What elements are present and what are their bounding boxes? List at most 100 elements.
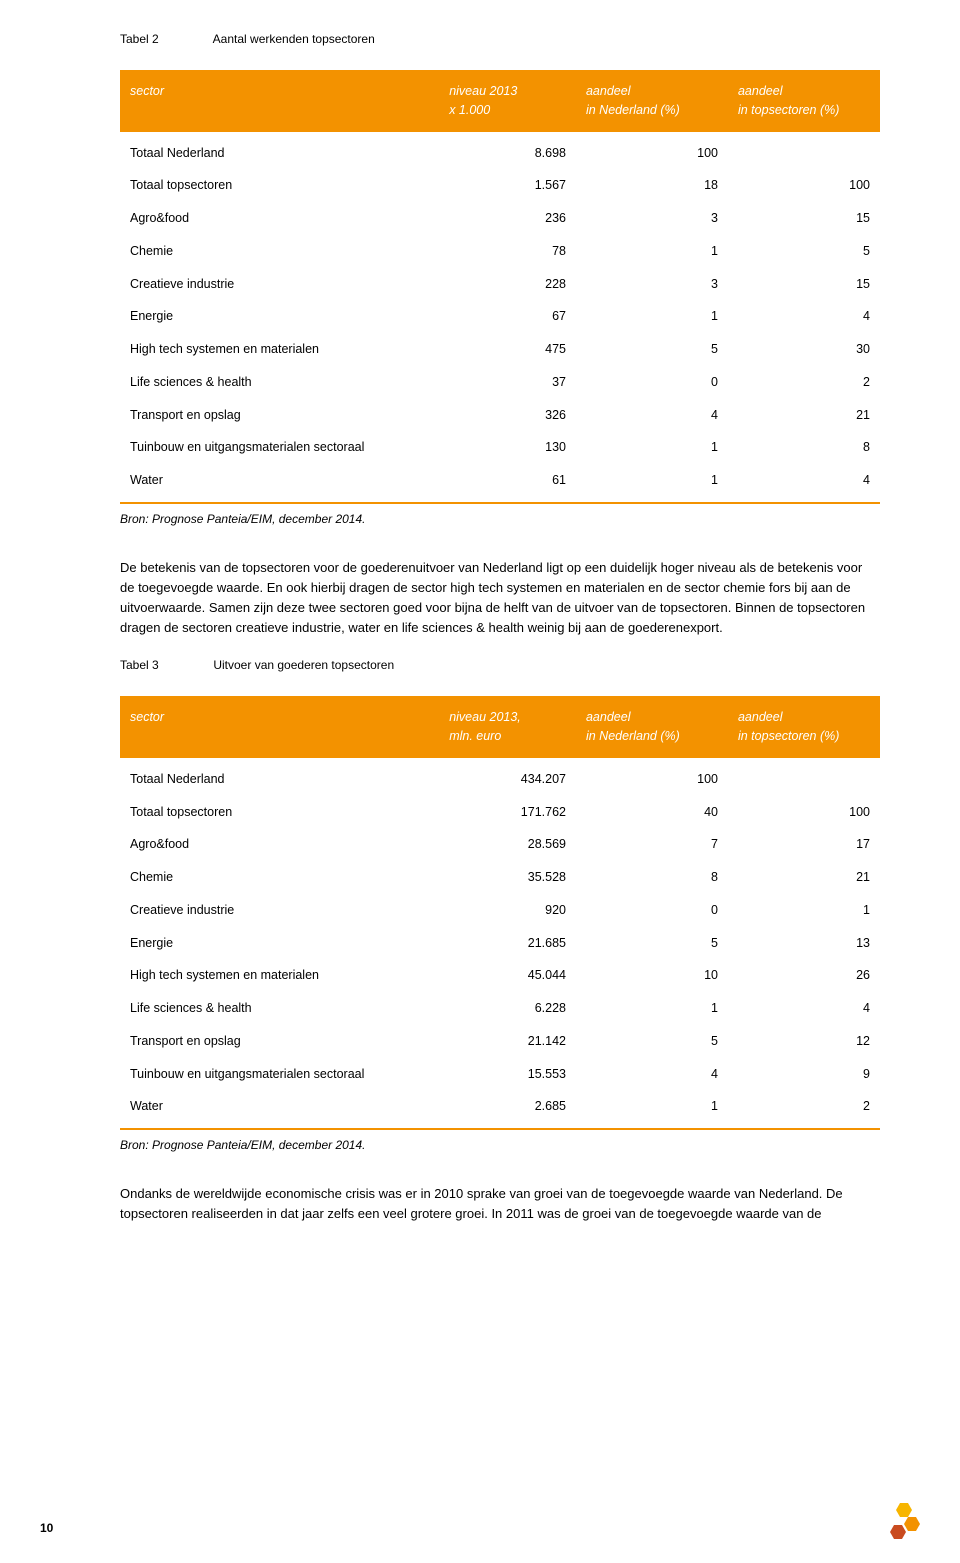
row-value: 8 [728,431,880,464]
row-value: 21 [728,399,880,432]
table3-caption-title: Uitvoer van goederen topsectoren [213,658,394,672]
row-label: Energie [120,300,439,333]
row-value: 1 [576,431,728,464]
row-label: Creatieve industrie [120,894,439,927]
row-value: 100 [576,131,728,170]
row-value: 100 [728,169,880,202]
row-value: 40 [576,796,728,829]
row-value: 1 [576,1090,728,1129]
row-value: 4 [728,300,880,333]
row-value: 1 [728,894,880,927]
table-row: Totaal topsectoren171.76240100 [120,796,880,829]
row-value: 3 [576,202,728,235]
row-label: Water [120,464,439,503]
body-paragraph-1: De betekenis van de topsectoren voor de … [120,558,880,639]
row-value: 5 [576,927,728,960]
row-label: Transport en opslag [120,1025,439,1058]
row-label: Totaal Nederland [120,757,439,796]
row-value: 475 [439,333,576,366]
table3-caption-label: Tabel 3 [120,656,210,674]
row-value: 6.228 [439,992,576,1025]
row-value: 920 [439,894,576,927]
row-value: 4 [728,992,880,1025]
table-row: Chemie7815 [120,235,880,268]
row-value [728,757,880,796]
row-value: 1 [576,992,728,1025]
row-value: 10 [576,959,728,992]
row-label: Water [120,1090,439,1129]
row-value: 8.698 [439,131,576,170]
row-label: Agro&food [120,828,439,861]
table2-caption: Tabel 2 Aantal werkenden topsectoren [120,30,880,48]
row-value: 26 [728,959,880,992]
table-header-cell: aandeelin topsectoren (%) [728,71,880,131]
table-row: Water6114 [120,464,880,503]
row-value: 21.685 [439,927,576,960]
hex-decoration-icon [870,1501,926,1545]
row-value: 21 [728,861,880,894]
row-label: Life sciences & health [120,992,439,1025]
row-label: Totaal topsectoren [120,796,439,829]
row-label: Tuinbouw en uitgangsmaterialen sectoraal [120,1058,439,1091]
table-row: Tuinbouw en uitgangsmaterialen sectoraal… [120,431,880,464]
table-header-cell: sector [120,71,439,131]
row-value: 2 [728,366,880,399]
table-row: Life sciences & health6.22814 [120,992,880,1025]
table-row: Totaal topsectoren1.56718100 [120,169,880,202]
table2-source: Bron: Prognose Panteia/EIM, december 201… [120,510,880,528]
row-value: 28.569 [439,828,576,861]
row-label: Chemie [120,235,439,268]
table-row: Agro&food236315 [120,202,880,235]
row-value: 21.142 [439,1025,576,1058]
row-value: 5 [576,1025,728,1058]
row-label: Energie [120,927,439,960]
row-value: 0 [576,894,728,927]
table-row: Totaal Nederland8.698100 [120,131,880,170]
table-header-cell: aandeelin topsectoren (%) [728,697,880,757]
table-row: Totaal Nederland434.207100 [120,757,880,796]
row-value: 326 [439,399,576,432]
row-value: 171.762 [439,796,576,829]
row-value: 67 [439,300,576,333]
row-value: 236 [439,202,576,235]
table-row: Transport en opslag326421 [120,399,880,432]
row-value: 1.567 [439,169,576,202]
table2-caption-label: Tabel 2 [120,30,210,48]
table-row: Creatieve industrie92001 [120,894,880,927]
table-header-cell: aandeelin Nederland (%) [576,71,728,131]
table-row: Life sciences & health3702 [120,366,880,399]
row-value: 5 [728,235,880,268]
row-value: 1 [576,300,728,333]
row-value: 9 [728,1058,880,1091]
row-value: 30 [728,333,880,366]
row-value: 4 [728,464,880,503]
table3-caption: Tabel 3 Uitvoer van goederen topsectoren [120,656,880,674]
table3-source: Bron: Prognose Panteia/EIM, december 201… [120,1136,880,1154]
row-value: 2.685 [439,1090,576,1129]
row-value: 7 [576,828,728,861]
table2: sectorniveau 2013x 1.000aandeelin Nederl… [120,70,880,504]
row-value: 12 [728,1025,880,1058]
table-row: High tech systemen en materialen45.04410… [120,959,880,992]
row-label: High tech systemen en materialen [120,333,439,366]
table-row: Chemie35.528821 [120,861,880,894]
body-paragraph-2: Ondanks de wereldwijde economische crisi… [120,1184,880,1224]
table-row: Agro&food28.569717 [120,828,880,861]
table-header-cell: niveau 2013x 1.000 [439,71,576,131]
row-label: Life sciences & health [120,366,439,399]
row-label: Totaal Nederland [120,131,439,170]
table-header-cell: aandeelin Nederland (%) [576,697,728,757]
row-value: 3 [576,268,728,301]
row-value: 61 [439,464,576,503]
row-value: 15.553 [439,1058,576,1091]
row-value: 2 [728,1090,880,1129]
table3: sectorniveau 2013,mln. euroaandeelin Ned… [120,696,880,1130]
row-value: 5 [576,333,728,366]
row-value: 0 [576,366,728,399]
table2-caption-title: Aantal werkenden topsectoren [213,32,375,46]
row-value: 130 [439,431,576,464]
row-value: 100 [576,757,728,796]
row-value: 15 [728,268,880,301]
row-label: High tech systemen en materialen [120,959,439,992]
row-value: 4 [576,1058,728,1091]
